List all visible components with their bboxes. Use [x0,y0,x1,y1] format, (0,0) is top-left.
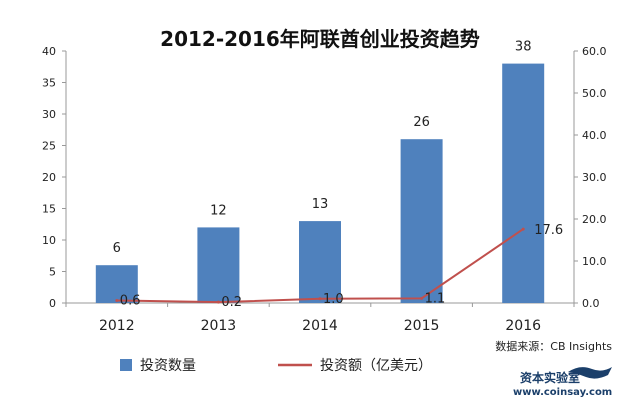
left-tick-label: 15 [42,203,56,216]
left-tick-label: 40 [42,45,56,58]
bar-data-label: 26 [413,115,430,130]
right-tick-label: 0.0 [582,297,600,310]
bar [299,221,341,303]
line-data-label: 17.6 [534,223,563,238]
right-tick-label: 10.0 [582,255,607,268]
line-point [216,300,220,304]
left-tick-label: 30 [42,108,56,121]
line-point [521,227,525,231]
bar [400,139,443,303]
bar-data-label: 6 [113,241,121,256]
right-tick-label: 20.0 [582,213,607,226]
logo-animal-icon [568,367,612,379]
left-tick-label: 25 [42,140,56,153]
line-data-label: 1.1 [425,291,446,306]
x-tick-label: 2012 [99,318,135,334]
left-tick-label: 20 [42,171,56,184]
bar [95,265,138,303]
right-tick-label: 30.0 [582,171,607,184]
right-tick-label: 40.0 [582,129,607,142]
legend-swatch-count [120,359,132,371]
legend-label-count: 投资数量 [140,358,196,374]
bar [197,227,240,303]
watermark-text: 资本实验室 [520,370,580,385]
line-data-label: 1.0 [323,292,344,307]
line-series [115,227,525,304]
bar [502,63,545,303]
x-tick-label: 2016 [505,318,541,334]
watermark-logo: 资本实验室 www.coinsay.com [513,367,612,398]
line-point [115,298,119,302]
line-point [420,296,424,300]
line-point [318,297,322,301]
watermark-url: www.coinsay.com [513,387,612,398]
line-data-label: 0.6 [120,293,141,308]
left-tick-label: 5 [49,266,56,279]
legend: 投资数量 投资额（亿美元） [120,358,432,374]
data-labels: 6 12 13 26 38 0.6 0.2 1.0 1.1 17.6 [113,40,563,311]
line-data-label: 0.2 [221,295,242,310]
legend-label-amount: 投资额（亿美元） [320,358,432,374]
left-tick-label: 10 [42,234,56,247]
bar-data-label: 38 [515,40,532,55]
right-tick-label: 50.0 [582,87,607,100]
chart-title: 2012-2016年阿联酋创业投资趋势 [160,27,480,51]
x-tick-label: 2015 [404,318,440,334]
x-tick-label: 2014 [302,318,338,334]
axes: 0 5 10 15 20 25 30 35 40 0.0 10.0 20.0 30.0 40.0 50.0 6… [42,45,607,334]
left-tick-label: 35 [42,77,56,90]
right-tick-label: 60.0 [582,45,607,58]
left-tick-label: 0 [49,297,56,310]
bar-data-label: 13 [312,197,329,212]
source-note: 数据来源：CB Insights [495,339,612,353]
x-tick-label: 2013 [201,318,237,334]
bar-series [95,63,545,303]
bar-data-label: 12 [210,203,227,218]
